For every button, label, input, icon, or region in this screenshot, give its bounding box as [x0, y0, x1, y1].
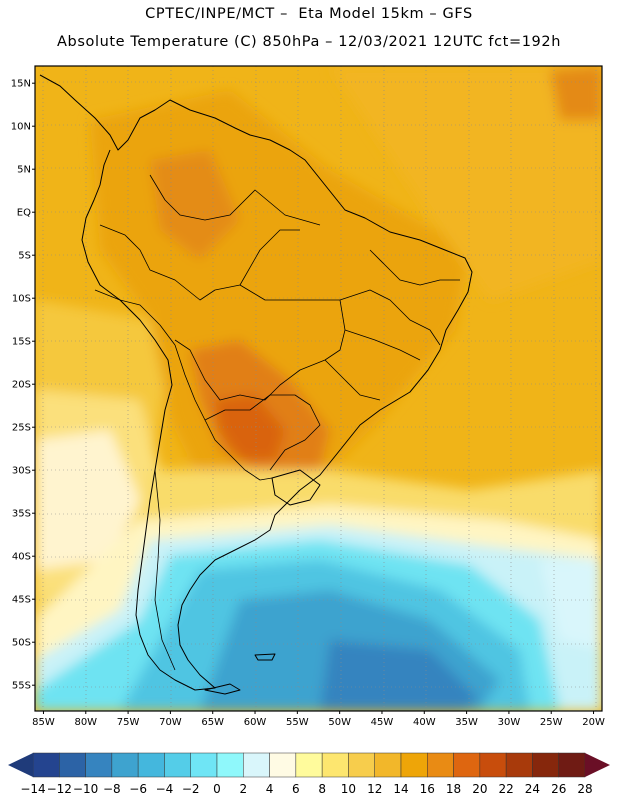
- lat-label: 55S: [12, 681, 31, 692]
- lat-label: 15N: [11, 79, 31, 90]
- lat-label: 40S: [12, 552, 31, 563]
- colorbar-label: 26: [551, 782, 566, 796]
- lat-label: EQ: [17, 208, 31, 219]
- country-borders: [94, 174, 460, 671]
- colorbar-label: 2: [239, 782, 247, 796]
- colorbar-label: 6: [292, 782, 300, 796]
- colorbar-swatch: [374, 752, 402, 778]
- lat-label: 10S: [12, 294, 31, 305]
- colorbar-label: 10: [341, 782, 356, 796]
- lon-label: 35W: [455, 717, 478, 728]
- colorbar-label: −10: [73, 782, 98, 796]
- lat-label: 5N: [17, 165, 31, 176]
- colorbar-label: 14: [393, 782, 408, 796]
- colorbar-label: 0: [213, 782, 221, 796]
- lon-label: 80W: [74, 717, 97, 728]
- lon-label: 20W: [582, 717, 605, 728]
- colorbar-swatch: [32, 752, 60, 778]
- colorbar-label: 24: [525, 782, 540, 796]
- lon-label: 30W: [498, 717, 521, 728]
- colorbar-label: 8: [318, 782, 326, 796]
- colorbar-labels: −14 −12 −10 −8 −6 −4 −2 0 2 4 6 8 10 12 14 16 18 20 22 24 26…: [20, 782, 592, 796]
- colorbar-swatch: [558, 752, 586, 778]
- lat-label: 5S: [18, 251, 31, 262]
- map-frame: [34, 65, 603, 712]
- colorbar-label: 12: [367, 782, 382, 796]
- lat-label: 10N: [11, 122, 31, 133]
- lon-label: 85W: [32, 717, 55, 728]
- lon-label: 65W: [201, 717, 224, 728]
- colorbar-swatch: [111, 752, 139, 778]
- colorbar-label: −8: [103, 782, 121, 796]
- colorbar-swatch: [269, 752, 297, 778]
- colorbar-swatch: [321, 752, 349, 778]
- colorbar-swatch: [216, 752, 244, 778]
- colorbar: −14 −12 −10 −8 −6 −4 −2 0 2 4 6 8 10 12 14 16 18 20 22 24 26…: [8, 752, 610, 796]
- colorbar-swatch: [59, 752, 86, 778]
- lon-label: 45W: [371, 717, 394, 728]
- colorbar-swatch: [427, 752, 454, 778]
- map-title-line1: CPTEC/INPE/MCT – Eta Model 15km – GFS: [145, 6, 473, 22]
- map-area: [35, 66, 602, 711]
- colorbar-label: −6: [129, 782, 147, 796]
- colorbar-label: 20: [472, 782, 487, 796]
- colorbar-label: 28: [577, 782, 592, 796]
- lon-label: 60W: [244, 717, 267, 728]
- colorbar-label: −12: [47, 782, 72, 796]
- colorbar-label: −14: [20, 782, 45, 796]
- lon-label: 55W: [286, 717, 309, 728]
- colorbar-swatch: [85, 752, 113, 778]
- colorbar-swatches: [32, 752, 586, 778]
- longitude-labels: 85W 80W 75W 70W 65W 60W 55W 50W 45W 40W 35W 30W 25W 2…: [32, 711, 605, 728]
- colorbar-label: −2: [182, 782, 200, 796]
- lat-label: 25S: [12, 423, 31, 434]
- lon-label: 70W: [159, 717, 182, 728]
- colorbar-swatch: [532, 752, 559, 778]
- lat-label: 20S: [12, 380, 31, 391]
- lon-label: 75W: [117, 717, 140, 728]
- latitude-labels: 15N 10N 5N EQ 5S 10S 15S 20S 25S 30S 35S 40S 45S 50S 5…: [11, 79, 35, 692]
- colorbar-label: 22: [499, 782, 514, 796]
- colorbar-swatch: [243, 752, 270, 778]
- lon-label: 50W: [328, 717, 351, 728]
- colorbar-right-arrow: [585, 753, 610, 777]
- colorbar-swatch: [400, 752, 428, 778]
- colorbar-swatch: [164, 752, 191, 778]
- lon-label: 25W: [540, 717, 563, 728]
- coastlines: [39, 74, 473, 695]
- lat-label: 50S: [12, 638, 31, 649]
- map-title-line2: Absolute Temperature (C) 850hPa – 12/03/…: [57, 34, 561, 50]
- colorbar-label: 4: [266, 782, 274, 796]
- temperature-map: 15N 10N 5N EQ 5S 10S 15S 20S 25S 30S 35S 40S 45S 50S 5…: [11, 65, 605, 728]
- colorbar-label: 16: [420, 782, 435, 796]
- lat-label: 35S: [12, 509, 31, 520]
- colorbar-swatch: [479, 752, 507, 778]
- colorbar-label: 18: [446, 782, 461, 796]
- lat-label: 15S: [12, 337, 31, 348]
- colorbar-swatch: [137, 752, 165, 778]
- colorbar-swatch: [505, 752, 533, 778]
- colorbar-swatch: [453, 752, 481, 778]
- lat-label: 45S: [12, 595, 31, 606]
- colorbar-swatch: [348, 752, 375, 778]
- colorbar-label: −4: [156, 782, 174, 796]
- colorbar-swatch: [295, 752, 323, 778]
- colorbar-swatch: [190, 752, 218, 778]
- graticule: [35, 66, 602, 711]
- lon-label: 40W: [413, 717, 436, 728]
- lat-label: 30S: [12, 466, 31, 477]
- colorbar-left-arrow: [8, 753, 33, 777]
